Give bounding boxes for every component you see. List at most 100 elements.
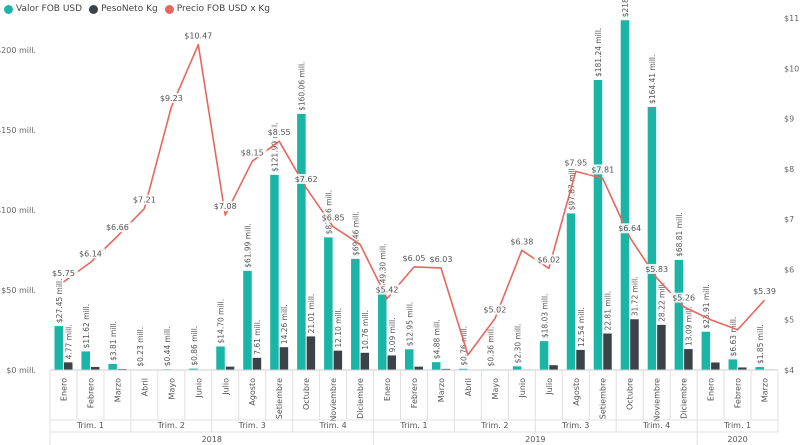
line-label-background <box>750 286 780 297</box>
x-tick-label-month: Noviembre <box>329 378 338 422</box>
y-right-tick-label: $7 <box>784 215 794 224</box>
bar-valor-fob <box>108 363 117 370</box>
bar-valor-data-label: $23.91 mill. <box>702 284 711 329</box>
line-label-background <box>129 194 159 205</box>
line-label-background <box>669 292 699 303</box>
x-tick-label-month: Marzo <box>761 378 770 402</box>
x-tick-label-month: Diciembre <box>680 378 689 419</box>
legend-entry-precio[interactable]: Precio FOB USD x Kg <box>164 4 271 14</box>
legend-entry-peso[interactable]: PesoNeto Kg <box>89 4 158 14</box>
x-year-label: 2018 <box>202 435 222 444</box>
bar-valor-fob <box>647 106 657 370</box>
line-label-background <box>291 173 321 184</box>
x-tick-label-month: Noviembre <box>653 378 662 422</box>
y-left-tick-label: $150 mill. <box>0 126 36 135</box>
x-tick-label-month: Junio <box>194 378 203 399</box>
bar-peso-data-label: 31.72 mill. <box>631 276 640 316</box>
line-data-label: $9.23 <box>160 94 183 103</box>
x-tick-label-month: Octubre <box>626 378 635 410</box>
line-data-label: $5.26 <box>672 294 695 303</box>
line-label-background <box>48 268 78 278</box>
line-label-background <box>426 253 456 264</box>
line-label-background <box>75 248 105 259</box>
x-tick-label-month: Febrero <box>86 378 95 408</box>
line-data-label: $8.55 <box>268 128 291 137</box>
bar-peso-neto <box>603 333 612 370</box>
line-data-label: $6.05 <box>403 254 426 263</box>
bar-valor-data-label: $0.36 mill. <box>486 327 495 367</box>
bar-valor-fob <box>539 341 549 370</box>
bar-valor-fob <box>270 174 279 370</box>
line-data-label: $7.62 <box>295 175 318 184</box>
x-tick-label-month: Enero <box>383 378 392 401</box>
x-tick-label-month: Mayo <box>167 378 176 400</box>
x-tick-label-month: Junio <box>518 378 527 399</box>
line-label-background <box>480 304 510 315</box>
line-label-background <box>181 30 216 41</box>
bar-peso-data-label: 14.26 mill. <box>280 304 289 344</box>
line-label-background <box>588 164 618 175</box>
bar-valor-data-label: $0.76 mill. <box>459 326 468 366</box>
bar-valor-data-label: $82.86 mill. <box>325 190 334 235</box>
bar-peso-data-label: 22.81 mill. <box>604 291 613 331</box>
bar-valor-fob <box>431 362 441 370</box>
bar-peso-neto <box>63 362 73 370</box>
line-label-background <box>615 223 645 234</box>
legend-entry-valor[interactable]: Valor FOB USD <box>4 4 82 14</box>
legend-swatch-valor <box>4 4 13 14</box>
bar-valor-fob <box>378 291 387 370</box>
x-tick-label-month: Enero <box>707 378 716 401</box>
bar-peso-neto <box>657 324 666 370</box>
x-quarter-label: Trim. 2 <box>157 421 185 430</box>
bar-peso-neto <box>414 366 423 370</box>
bar-valor-data-label: $164.41 mill. <box>648 55 657 104</box>
bar-valor-fob <box>405 349 414 370</box>
legend-swatch-precio <box>164 4 174 14</box>
bar-valor-fob <box>324 237 333 370</box>
line-data-label: $5.39 <box>753 287 776 296</box>
bar-peso-data-label: 9.09 mill. <box>388 317 397 352</box>
bar-valor-fob <box>243 270 252 370</box>
legend-label-peso: PesoNeto Kg <box>101 4 158 14</box>
bar-peso-data-label: 12.54 mill. <box>577 307 586 347</box>
y-right-tick-label: $9 <box>784 115 794 124</box>
line-data-label: $6.03 <box>430 255 453 264</box>
x-tick-label-month: Julio <box>545 378 554 396</box>
bar-peso-data-label: 4.77 mill. <box>64 324 73 359</box>
bar-valor-data-label: $181.24 mill. <box>594 28 603 77</box>
line-data-label: $8.15 <box>241 148 264 157</box>
x-tick-label-month: Marzo <box>437 378 446 402</box>
bar-valor-data-label: $68.81 mill. <box>675 212 684 257</box>
bar-peso-neto <box>306 336 316 370</box>
x-tick-label-month: Diciembre <box>356 378 365 419</box>
legend-label-precio: Precio FOB USD x Kg <box>176 4 271 14</box>
bar-valor-fob <box>458 368 468 370</box>
x-tick-label-month: Octubre <box>302 378 311 410</box>
line-data-label: $5.02 <box>483 306 506 315</box>
bar-peso-data-label: 7.61 mill. <box>253 320 262 355</box>
y-left-tick-label: $100 mill. <box>0 206 36 215</box>
y-right-tick-label: $4 <box>784 366 794 375</box>
y-right-tick-label: $8 <box>784 165 794 174</box>
bar-peso-neto <box>360 352 370 370</box>
bar-peso-data-label: 12.10 mill. <box>334 308 343 348</box>
bar-valor-fob <box>728 359 738 370</box>
x-tick-label-month: Julio <box>221 378 230 396</box>
x-tick-label-month: Agosto <box>572 378 581 406</box>
x-quarter-label: Trim. 1 <box>76 421 104 430</box>
bar-peso-neto <box>576 349 585 370</box>
legend: Valor FOB USD PesoNeto Kg Precio FOB USD… <box>4 2 277 16</box>
bar-valor-data-label: $11.62 mill. <box>82 304 91 349</box>
bar-valor-data-label: $1.85 mill. <box>756 324 765 364</box>
x-quarter-label: Trim. 1 <box>723 421 751 430</box>
bar-valor-data-label: $160.06 mill. <box>298 62 307 111</box>
line-label-background <box>318 212 348 223</box>
bar-valor-fob <box>216 346 225 370</box>
x-tick-label-month: Setiembre <box>599 378 608 419</box>
bar-valor-data-label: $14.70 mill. <box>217 299 226 344</box>
bar-valor-fob <box>593 80 603 371</box>
line-data-label: $6.02 <box>537 255 560 264</box>
line-data-label: $6.66 <box>106 223 129 232</box>
line-label-background <box>534 254 564 265</box>
